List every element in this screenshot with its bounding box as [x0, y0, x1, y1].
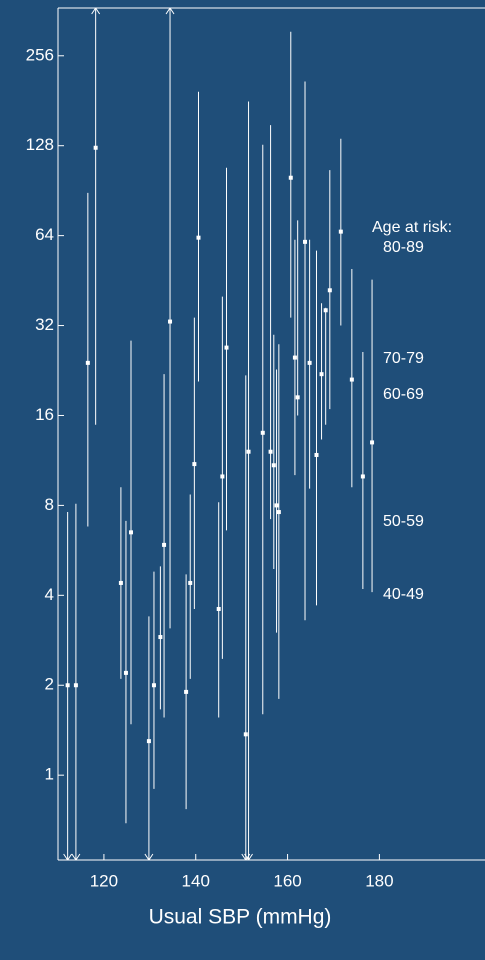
arrow-up: [91, 8, 101, 15]
x-tick-label: 160: [273, 871, 301, 890]
point: [216, 606, 221, 611]
point: [276, 510, 281, 515]
point: [85, 360, 90, 365]
annotation: 70-79: [383, 350, 424, 367]
y-tick-label: 8: [45, 495, 54, 514]
point: [307, 360, 312, 365]
arrow-down: [144, 853, 154, 860]
point: [268, 449, 273, 454]
plot-area: [63, 8, 375, 860]
point: [192, 462, 197, 467]
point: [118, 580, 123, 585]
y-tick-label: 32: [35, 315, 54, 334]
arrow-down: [244, 853, 253, 860]
point: [295, 395, 300, 400]
point: [129, 530, 134, 535]
point: [73, 683, 78, 688]
annotation: 80-89: [383, 239, 424, 256]
y-tick-label: 16: [35, 405, 54, 424]
point: [93, 145, 98, 150]
point: [338, 229, 343, 234]
point: [196, 235, 201, 240]
annotation: 40-49: [383, 586, 424, 603]
annotation: 60-69: [383, 386, 424, 403]
point: [158, 635, 163, 640]
point: [151, 683, 156, 688]
point: [184, 689, 189, 694]
point: [370, 440, 375, 445]
x-axis-label: Usual SBP (mmHg): [149, 906, 332, 929]
point: [220, 474, 225, 479]
point: [224, 345, 229, 350]
x-tick-label: 180: [365, 871, 393, 890]
annotation: 50-59: [383, 513, 424, 530]
point: [65, 683, 70, 688]
x-tick-label: 120: [90, 871, 118, 890]
y-tick-label: 64: [35, 225, 54, 244]
point: [243, 732, 248, 737]
point: [292, 355, 297, 360]
arrow-down: [71, 853, 81, 860]
point: [314, 452, 319, 457]
point: [288, 175, 293, 180]
y-tick-label: 256: [26, 45, 54, 64]
point: [319, 372, 324, 377]
y-tick-label: 2: [45, 675, 54, 694]
y-tick-label: 1: [45, 765, 54, 784]
point: [168, 319, 173, 324]
point: [303, 239, 308, 244]
y-tick-label: 128: [26, 135, 54, 154]
point: [188, 580, 193, 585]
point: [274, 503, 279, 508]
point: [271, 463, 276, 468]
point: [246, 449, 251, 454]
point: [162, 542, 167, 547]
point: [360, 474, 365, 479]
point: [327, 288, 332, 293]
y-tick-label: 4: [45, 585, 54, 604]
point: [323, 308, 328, 313]
point: [146, 739, 151, 744]
point: [123, 670, 128, 675]
point: [260, 430, 265, 435]
point: [349, 377, 354, 382]
arrow-down: [63, 853, 73, 860]
x-tick-label: 140: [182, 871, 210, 890]
annotation: Age at risk:: [372, 219, 452, 236]
arrow-up: [165, 8, 175, 15]
